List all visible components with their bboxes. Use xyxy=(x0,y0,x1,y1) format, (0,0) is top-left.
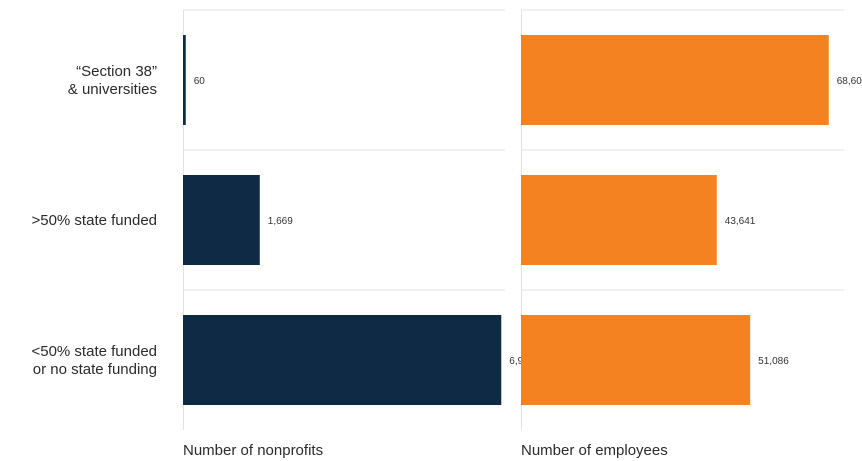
category-label-line: >50% state funded xyxy=(31,212,157,229)
bar xyxy=(521,315,751,405)
bar-value-label: 1,669 xyxy=(268,216,293,227)
category-label-line: & universities xyxy=(68,81,157,98)
bar-value-label: 60 xyxy=(194,76,206,87)
category-label: >50% state funded xyxy=(31,212,157,229)
category-label-line: <50% state funded xyxy=(31,343,157,360)
x-axis-label: Number of nonprofits xyxy=(183,442,323,459)
bar-value-label: 51,086 xyxy=(758,356,789,367)
category-label: “Section 38” & universities xyxy=(68,63,157,98)
bar-value-label: 43,641 xyxy=(725,216,756,227)
category-label-line: or no state funding xyxy=(33,361,157,378)
bar xyxy=(521,175,717,265)
bar xyxy=(183,35,186,125)
category-label: <50% state funded or no state funding xyxy=(31,343,157,378)
x-axis-label: Number of employees xyxy=(521,442,668,459)
bar-value-label: 68,600 xyxy=(837,76,862,87)
bar xyxy=(183,175,260,265)
category-label-line: “Section 38” xyxy=(76,63,157,80)
bar xyxy=(521,35,829,125)
bar xyxy=(183,315,502,405)
